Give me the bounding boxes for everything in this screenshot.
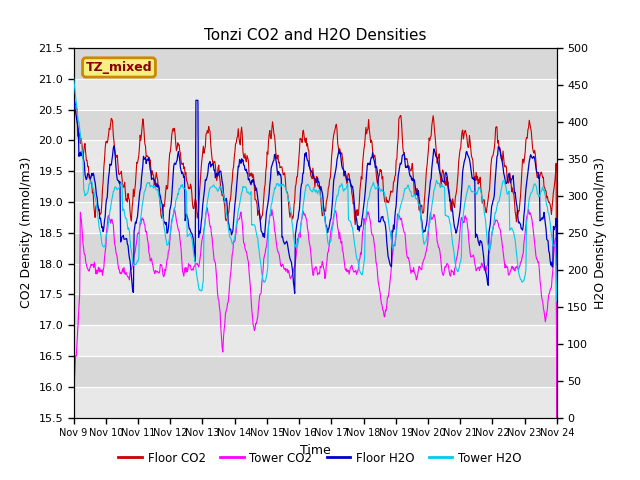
Bar [74, 264, 557, 294]
Bar [74, 202, 557, 233]
Bar [74, 325, 557, 356]
X-axis label: Time: Time [300, 444, 331, 456]
Bar [74, 171, 557, 202]
Bar [74, 109, 557, 140]
Legend: Floor CO2, Tower CO2, Floor H2O, Tower H2O: Floor CO2, Tower CO2, Floor H2O, Tower H… [113, 447, 527, 469]
Y-axis label: H2O Density (mmol/m3): H2O Density (mmol/m3) [594, 157, 607, 309]
Bar [74, 79, 557, 109]
Text: TZ_mixed: TZ_mixed [86, 61, 152, 74]
Y-axis label: CO2 Density (mmol/m3): CO2 Density (mmol/m3) [20, 157, 33, 309]
Bar [74, 140, 557, 171]
Bar [74, 294, 557, 325]
Bar [74, 48, 557, 79]
Bar [74, 233, 557, 264]
Bar [74, 356, 557, 387]
Bar [74, 387, 557, 418]
Title: Tonzi CO2 and H2O Densities: Tonzi CO2 and H2O Densities [204, 28, 426, 43]
